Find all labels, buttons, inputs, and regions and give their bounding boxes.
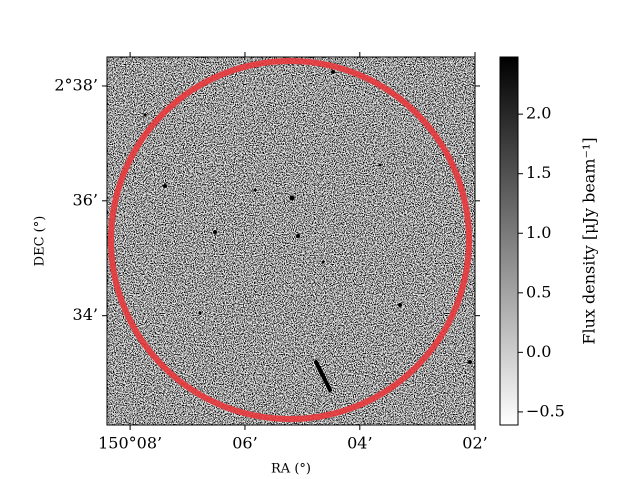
colorbar-tick-label: 0.5: [526, 282, 551, 301]
colorbar: [499, 56, 519, 426]
y-tick-label: 34’: [73, 305, 98, 324]
colorbar-tick-label: 0.0: [526, 342, 551, 361]
colorbar-tick-label: 2.0: [526, 104, 551, 123]
y-axis-label: DEC (°): [33, 216, 48, 267]
colorbar-tick-label: −0.5: [526, 401, 565, 420]
x-axis-label: RA (°): [271, 462, 311, 477]
colorbar-tick-label: 1.0: [526, 223, 551, 242]
x-tick-label: 150°08’: [98, 434, 162, 453]
sky-image: [107, 57, 475, 425]
x-tick-label: 02’: [462, 434, 487, 453]
x-tick-label: 06’: [232, 434, 257, 453]
x-tick-label: 04’: [347, 434, 372, 453]
y-tick-label: 36’: [73, 190, 98, 209]
colorbar-label: Flux density [μJy beam⁻¹]: [580, 137, 599, 344]
colorbar-tick-label: 1.5: [526, 163, 551, 182]
region-circle: [108, 58, 472, 422]
y-tick-label: 2°38’: [54, 75, 98, 94]
